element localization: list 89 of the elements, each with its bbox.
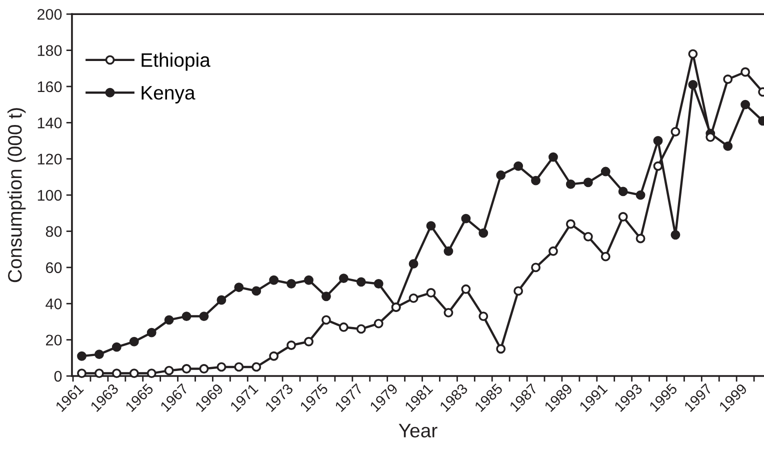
point [252,286,262,296]
point [426,221,436,231]
x-axis-title: Year [398,424,438,438]
point [496,170,506,180]
point [688,80,698,90]
point [304,336,314,346]
point [199,364,209,374]
point [583,178,593,188]
point [164,315,174,325]
y-tick-label: 100 [38,190,62,201]
point [566,219,576,229]
legend-label: Ethiopia [142,52,210,71]
point [478,312,488,322]
legend-label: Kenya [142,86,196,104]
point [740,100,750,110]
point [444,246,454,256]
point [216,295,226,305]
point [286,340,296,350]
point [636,190,646,200]
point [461,214,471,224]
point [670,127,680,136]
point [112,368,122,378]
point [566,179,576,189]
point [723,141,733,151]
point [444,308,454,318]
y-tick-label: 60 [46,262,62,274]
y-tick-label: 20 [46,334,62,346]
point [514,161,524,171]
y-tick-label: 180 [38,45,62,56]
point [129,368,139,378]
point [653,161,663,171]
point [286,279,296,288]
point [723,74,733,84]
point [216,362,226,372]
y-tick-label: 40 [46,298,62,310]
y-tick-label: 140 [38,118,62,128]
point [461,284,471,294]
y-axis-title: Consumption (000 t) [8,108,26,282]
point [199,312,209,322]
point [77,368,86,378]
point [531,262,540,272]
point [653,136,663,146]
point [496,344,506,354]
point [356,324,366,334]
point [269,275,279,285]
point [234,362,244,372]
point [636,234,646,244]
point [374,279,384,288]
y-tick-label: 160 [38,81,62,92]
point [129,336,139,346]
point [670,230,680,240]
point [478,228,488,238]
point [146,328,156,338]
point [374,318,384,328]
point [408,259,418,269]
point [94,350,104,360]
point [321,292,331,302]
point [146,368,156,378]
point [304,275,314,285]
point [252,362,262,372]
point [548,246,558,256]
y-tick-label: 200 [38,8,62,20]
point [356,277,366,287]
point [77,351,86,361]
point [338,274,348,284]
point [600,166,610,176]
point [426,288,436,298]
point [514,286,524,296]
y-tick-label: 80 [46,226,62,237]
y-tick-label: 120 [38,154,62,165]
point [618,186,628,196]
point [531,176,540,186]
point [321,315,331,325]
point [164,366,174,376]
point [338,322,348,332]
point [112,342,122,352]
point [94,368,104,378]
y-tick-label: 0 [54,370,62,382]
point [182,364,192,374]
point [182,312,192,322]
point [618,212,628,222]
point [269,351,279,361]
point [234,282,244,292]
point [600,252,610,262]
point [408,293,418,303]
point [740,67,750,77]
point [583,232,593,242]
point [548,152,558,162]
point [688,49,698,59]
